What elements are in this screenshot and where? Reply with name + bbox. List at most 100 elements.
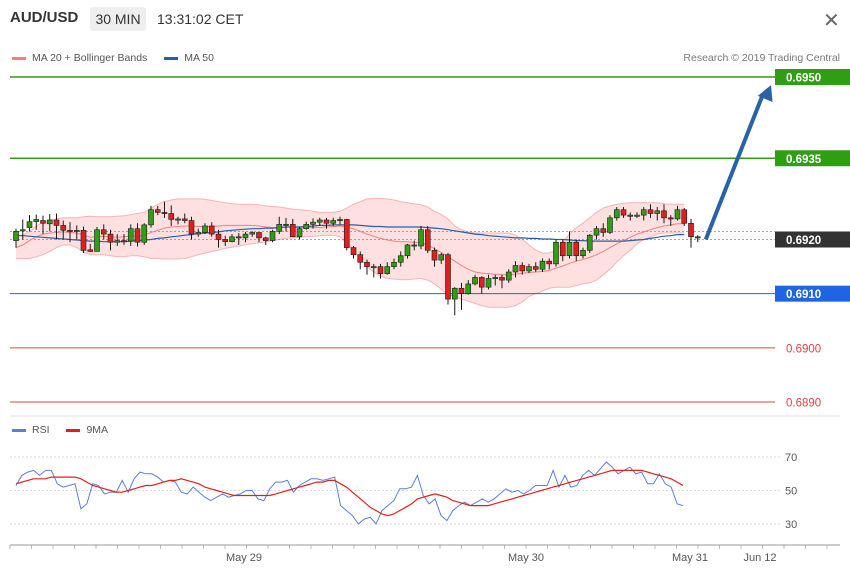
candle-body-85 [586, 234, 593, 251]
x-tick-label-3: Jun 12 [743, 552, 776, 564]
rsi-9ma-line [15, 469, 684, 517]
candle-body-82 [566, 241, 573, 257]
candle-body-100 [688, 222, 694, 238]
candle-body-97 [667, 217, 674, 220]
candle-body-67 [465, 283, 472, 294]
candle-body-4 [40, 220, 46, 224]
candle-body-17 [127, 228, 134, 242]
candle-body-34 [242, 233, 249, 239]
candle-body-86 [593, 228, 600, 236]
rsi-legend: RSI 9MA [12, 424, 122, 436]
candle-body-76 [526, 266, 532, 272]
legend-swatch-bollinger [12, 56, 26, 60]
candle-body-74 [512, 265, 519, 273]
candle-body-41 [289, 224, 296, 238]
close-icon[interactable]: ✕ [823, 10, 840, 32]
candle-body-11 [87, 249, 94, 252]
candle-body-49 [343, 219, 350, 248]
candle-body-20 [148, 209, 154, 226]
candle-body-10 [80, 229, 87, 251]
legend-item-9ma: 9MA [66, 424, 108, 436]
candle-body-88 [607, 217, 613, 233]
candle-body-55 [384, 266, 391, 274]
candle-body-62 [431, 250, 438, 261]
candle-body-31 [222, 239, 229, 242]
candle-body-7 [60, 225, 67, 231]
candle-body-45 [316, 219, 323, 223]
level-label-1: 0.6935 [786, 154, 822, 166]
ma20-line [15, 223, 685, 276]
candle-body-32 [229, 236, 235, 242]
candle-body-70 [485, 278, 492, 288]
forecast-arrow-head [757, 85, 773, 103]
legend-item-ma50: MA 50 [164, 52, 214, 64]
candle-body-64 [445, 254, 451, 300]
candle-body-92 [634, 214, 640, 217]
candle-body-77 [532, 266, 539, 270]
candle-body-18 [134, 228, 141, 243]
candle-body-39 [276, 224, 283, 232]
candle-body-27 [195, 232, 202, 235]
candle-body-6 [53, 219, 60, 226]
candle-body-47 [330, 220, 337, 224]
candle-body-54 [377, 266, 384, 274]
candle-body-5 [46, 219, 53, 225]
candle-body-28 [202, 225, 208, 233]
ma50-line [15, 224, 685, 243]
candle-body-33 [235, 236, 242, 239]
candle-body-83 [573, 241, 580, 257]
legend-label-bollinger: MA 20 + Bollinger Bands [32, 52, 148, 64]
legend-swatch-9ma [66, 428, 81, 432]
candle-body-13 [100, 229, 107, 235]
level-badge-3 [775, 285, 850, 302]
level-badge-4 [775, 339, 850, 356]
candle-body-1 [19, 229, 26, 232]
candle-body-46 [323, 219, 330, 224]
candle-body-23 [168, 213, 175, 220]
level-label-3: 0.6910 [786, 289, 821, 301]
candle-body-71 [492, 277, 499, 279]
level-badge-0 [775, 69, 850, 85]
candle-body-75 [519, 265, 526, 272]
x-tick-label-0: May 29 [226, 552, 262, 564]
candle-body-2 [26, 221, 33, 228]
rsi-tick-label-0: 70 [785, 452, 797, 464]
candle-body-95 [654, 210, 661, 214]
level-badge-2 [775, 231, 850, 248]
bollinger-band-area [16, 198, 685, 308]
candle-body-19 [141, 224, 148, 243]
candle-body-79 [546, 260, 553, 265]
candle-body-52 [364, 261, 370, 267]
candle-body-48 [337, 219, 343, 221]
legend-label-rsi: RSI [32, 424, 50, 436]
candle-body-44 [310, 221, 316, 225]
candle-body-40 [283, 224, 289, 226]
candle-body-9 [73, 229, 80, 232]
candle-body-26 [188, 220, 195, 235]
candle-body-14 [107, 233, 114, 243]
legend-swatch-ma50 [164, 56, 179, 60]
legend-item-bollinger: MA 20 + Bollinger Bands [12, 52, 147, 64]
candle-body-99 [681, 209, 688, 224]
candle-body-73 [505, 271, 512, 281]
candle-body-29 [208, 225, 215, 235]
candle-body-66 [458, 287, 465, 294]
chart-header: AUD/USD 30 MIN 13:31:02 CET ✕ [0, 0, 850, 38]
candle-body-81 [559, 241, 566, 257]
candle-body-24 [175, 218, 181, 221]
candle-body-80 [553, 241, 559, 265]
legend-label-9ma: 9MA [86, 424, 109, 436]
candle-body-90 [620, 209, 627, 216]
rsi-line [15, 461, 684, 525]
x-tick-label-2: May 31 [672, 552, 708, 564]
candle-body-68 [472, 277, 478, 285]
rsi-tick-label-2: 30 [785, 519, 797, 531]
level-label-2: 0.6920 [786, 235, 821, 247]
candle-body-61 [424, 229, 431, 251]
indicator-legend: MA 20 + Bollinger Bands MA 50 [12, 52, 228, 64]
candle-body-3 [33, 219, 40, 222]
candle-body-65 [451, 287, 458, 300]
symbol-title: AUD/USD [10, 9, 79, 26]
timeframe-badge[interactable]: 30 MIN [90, 7, 146, 31]
